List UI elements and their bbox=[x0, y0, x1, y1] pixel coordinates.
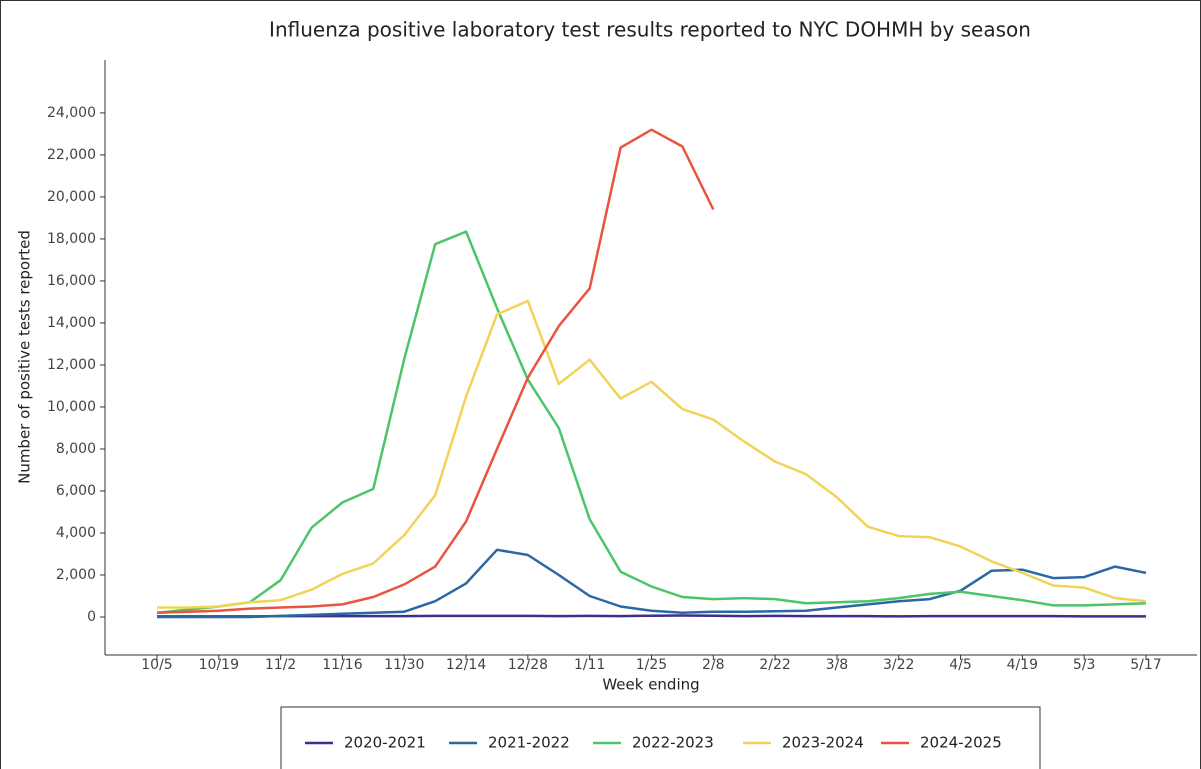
x-tick-label: 3/8 bbox=[826, 657, 849, 673]
series-line bbox=[157, 614, 1146, 618]
y-tick-label: 4,000 bbox=[56, 525, 96, 541]
x-tick-label: 3/22 bbox=[883, 657, 914, 673]
legend-label: 2024-2025 bbox=[920, 734, 1002, 752]
y-axis-label: Number of positive tests reported bbox=[16, 230, 34, 484]
y-tick-label: 0 bbox=[87, 609, 96, 625]
x-tick-label: 10/19 bbox=[199, 657, 239, 673]
y-tick-label: 8,000 bbox=[56, 441, 96, 457]
y-tick-label: 2,000 bbox=[56, 567, 96, 583]
x-tick-label: 4/19 bbox=[1007, 657, 1038, 673]
x-tick-label: 11/16 bbox=[322, 657, 362, 673]
x-tick-label: 5/3 bbox=[1073, 657, 1096, 673]
y-tick-label: 14,000 bbox=[47, 315, 96, 331]
series-line bbox=[156, 230, 1147, 615]
y-tick-label: 10,000 bbox=[47, 399, 96, 415]
legend-label: 2023-2024 bbox=[782, 734, 864, 752]
x-tick-label: 1/25 bbox=[636, 657, 667, 673]
y-tick-label: 18,000 bbox=[47, 231, 96, 247]
chart-title: Influenza positive laboratory test resul… bbox=[269, 18, 1031, 42]
x-tick-label: 4/5 bbox=[949, 657, 972, 673]
x-tick-label: 2/8 bbox=[702, 657, 725, 673]
y-tick-label: 22,000 bbox=[47, 147, 96, 163]
x-tick-label: 11/30 bbox=[384, 657, 424, 673]
y-tick-label: 6,000 bbox=[56, 483, 96, 499]
legend-box bbox=[280, 706, 1041, 769]
x-tick-label: 12/14 bbox=[446, 657, 486, 673]
x-tick-label: 1/11 bbox=[574, 657, 605, 673]
series-line bbox=[156, 128, 715, 615]
legend-label: 2022-2023 bbox=[632, 734, 714, 752]
x-tick-label: 2/22 bbox=[759, 657, 790, 673]
series-line bbox=[157, 299, 1147, 609]
x-axis-label: Week ending bbox=[602, 676, 699, 694]
y-tick-label: 20,000 bbox=[47, 189, 96, 205]
y-tick-label: 16,000 bbox=[47, 273, 96, 289]
legend-label: 2020-2021 bbox=[344, 734, 426, 752]
x-tick-label: 12/28 bbox=[508, 657, 548, 673]
legend-label: 2021-2022 bbox=[488, 734, 570, 752]
x-tick-label: 10/5 bbox=[141, 657, 172, 673]
x-tick-label: 11/2 bbox=[265, 657, 296, 673]
x-tick-label: 5/17 bbox=[1130, 657, 1161, 673]
y-tick-label: 12,000 bbox=[47, 357, 96, 373]
y-tick-label: 24,000 bbox=[47, 105, 96, 121]
series-line bbox=[157, 548, 1147, 619]
